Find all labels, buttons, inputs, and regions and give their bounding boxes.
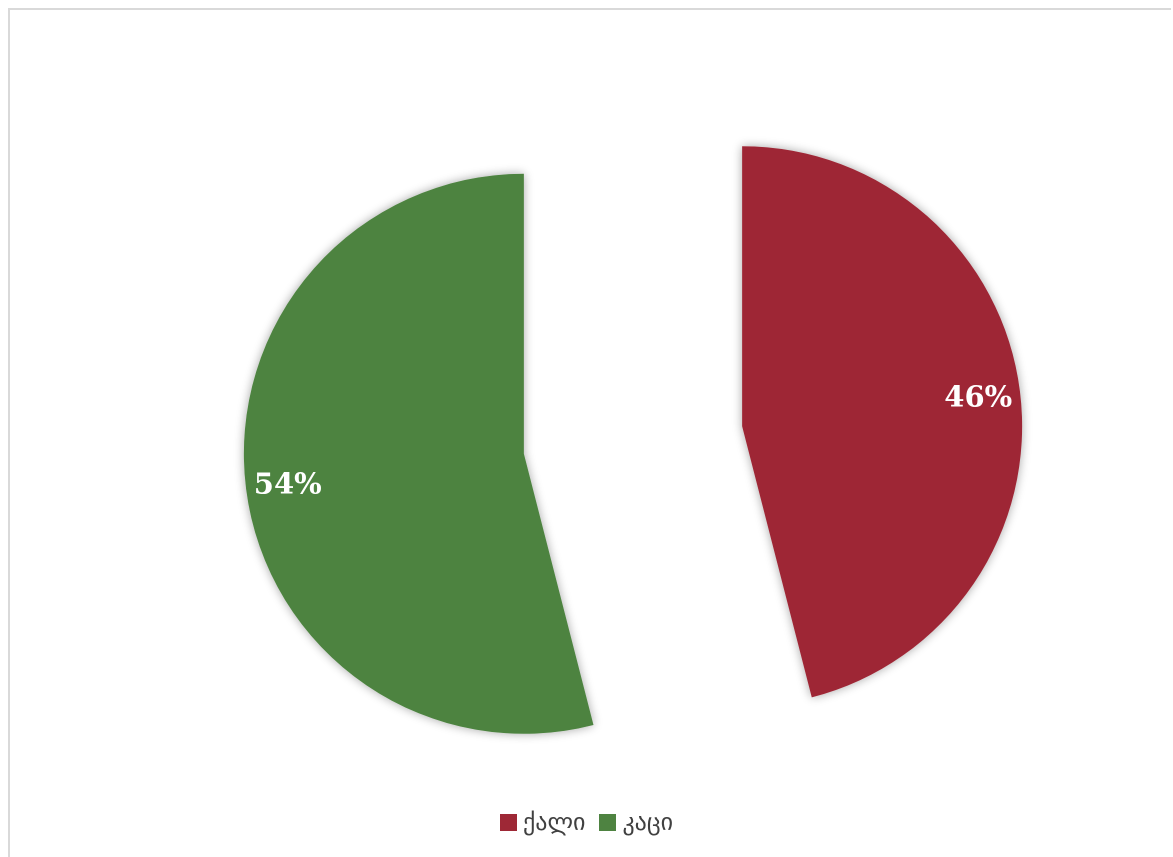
data-label-woman: 46% (944, 379, 1012, 413)
legend-label-woman: ქალი (522, 808, 586, 836)
data-label-man: 54% (254, 467, 322, 501)
legend-swatch-man (599, 813, 617, 831)
pie-chart: 46% 54% (243, 146, 1023, 734)
legend-swatch-woman (499, 813, 517, 831)
legend-label-man: კაცი (622, 808, 674, 836)
chart-legend: ქალი კაცი (0, 808, 1173, 836)
legend-item-man: კაცი (599, 808, 673, 836)
pie-slice-man (243, 173, 594, 734)
pie-slice-woman (742, 146, 1023, 698)
legend-item-woman: ქალი (499, 808, 586, 836)
